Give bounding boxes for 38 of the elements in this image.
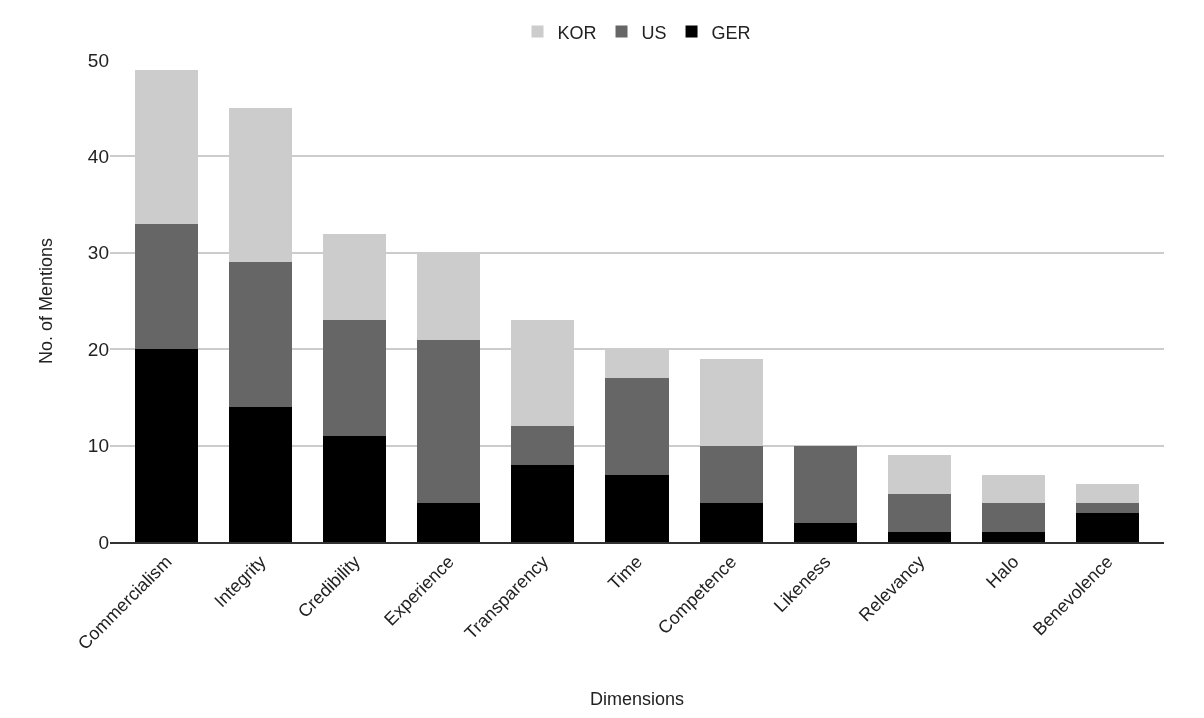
bar (323, 320, 387, 436)
legend-label: US (641, 22, 667, 43)
bar (793, 522, 857, 542)
y-axis-title: No. of Mentions (36, 237, 57, 365)
bar (511, 426, 575, 465)
bar (699, 445, 763, 504)
bar (229, 407, 293, 542)
y-tick-label: 30 (87, 242, 109, 264)
legend-label: GER (711, 22, 751, 43)
legend-label: KOR (557, 22, 597, 43)
bar (1076, 503, 1140, 514)
bar (323, 435, 387, 542)
y-tick-label: 20 (87, 338, 109, 360)
bar (605, 378, 669, 475)
bar (605, 474, 669, 542)
bar (229, 262, 293, 408)
bar (699, 503, 763, 542)
x-axis-title: Dimensions (589, 689, 685, 710)
y-tick-label: 0 (98, 531, 109, 553)
bar (981, 474, 1045, 504)
x-tick-label: Halo (982, 551, 1023, 592)
x-tick-label: Time (604, 551, 647, 594)
bar (887, 532, 951, 542)
bar (981, 503, 1045, 533)
y-tick-label: 50 (87, 49, 109, 71)
y-tick-label: 40 (87, 146, 109, 168)
bar (134, 223, 198, 350)
bar (981, 532, 1045, 542)
bar (793, 445, 857, 523)
bar (417, 503, 481, 542)
bar (417, 339, 481, 504)
bar (887, 455, 951, 494)
y-tick-label: 10 (87, 435, 109, 457)
bar (1076, 513, 1140, 542)
bar (511, 464, 575, 542)
bar (887, 493, 951, 533)
bar (134, 349, 198, 542)
bar (1076, 484, 1140, 504)
